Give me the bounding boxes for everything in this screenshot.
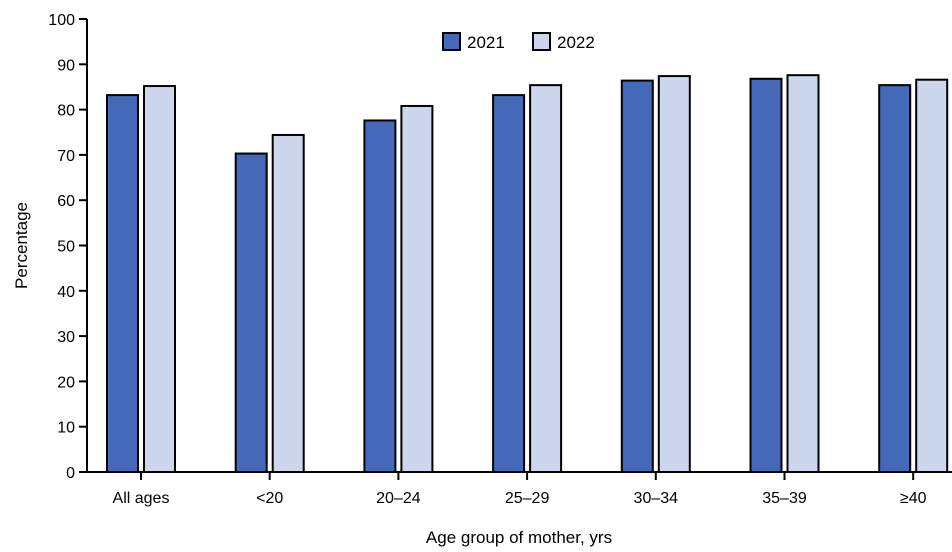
- legend-swatch-2021: [442, 32, 461, 51]
- bar-2022-1: [271, 133, 305, 474]
- bar-2022-3: [529, 84, 563, 473]
- bar-2022-5: [786, 74, 820, 473]
- x-tick-label: 35–39: [762, 490, 807, 507]
- bar-2021-5: [749, 77, 783, 474]
- legend-swatch-2022: [532, 32, 551, 51]
- x-tick-label: 30–34: [634, 490, 679, 507]
- legend-label-2022: 2022: [557, 33, 595, 52]
- bar-2022-4: [657, 75, 691, 473]
- bar-2021-1: [234, 152, 268, 474]
- y-tick-label: 60: [57, 193, 75, 210]
- x-tick-label: All ages: [113, 490, 170, 507]
- bars-layer: [106, 74, 949, 474]
- y-tick-label: 90: [57, 57, 75, 74]
- y-tick-label: 80: [57, 103, 75, 120]
- x-tick-label: <20: [256, 490, 283, 507]
- y-tick-label: 50: [57, 239, 75, 256]
- x-axis-ticks: All ages <20 20–24 25–29 30–34 35–39 ≥40: [113, 472, 927, 507]
- legend-label-2021: 2021: [467, 33, 505, 52]
- y-axis-ticks: 0 10 20 30 40 50 60 70 80 90 100: [48, 12, 87, 482]
- x-axis-title: Age group of mother, yrs: [426, 528, 612, 547]
- x-tick-label: 20–24: [376, 490, 421, 507]
- legend: 2021 2022: [442, 32, 595, 52]
- y-tick-label: 40: [57, 284, 75, 301]
- bar-2021-6: [878, 84, 912, 473]
- bar-2022-6: [915, 78, 949, 474]
- y-axis-title: Percentage: [12, 202, 31, 289]
- bar-2021-2: [363, 119, 397, 474]
- y-tick-label: 70: [57, 148, 75, 165]
- y-tick-label: 0: [66, 465, 75, 482]
- x-tick-label: ≥40: [900, 490, 927, 507]
- x-tick-label: 25–29: [505, 490, 550, 507]
- y-tick-label: 20: [57, 374, 75, 391]
- y-tick-label: 100: [48, 12, 75, 29]
- bar-2022-0: [143, 85, 176, 473]
- y-tick-label: 10: [57, 420, 75, 437]
- bar-2021-3: [492, 94, 526, 473]
- y-tick-label: 30: [57, 329, 75, 346]
- bar-2022-2: [400, 104, 434, 473]
- bar-2021-0: [106, 94, 139, 473]
- bar-2021-4: [620, 79, 654, 473]
